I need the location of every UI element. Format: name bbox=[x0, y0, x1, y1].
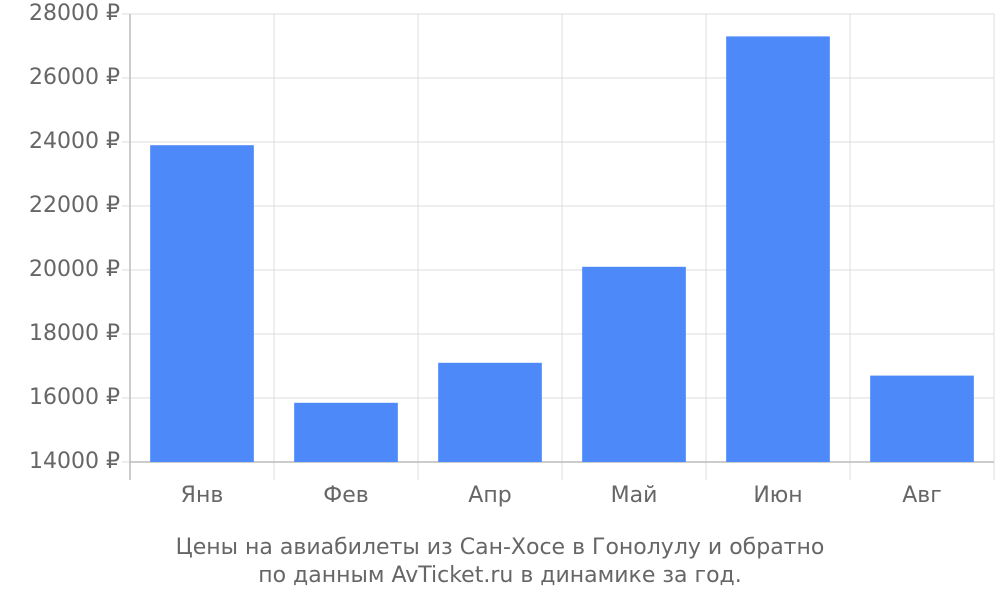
x-tick-label: Июн bbox=[753, 483, 802, 508]
bar bbox=[294, 402, 398, 462]
chart-title-line: по данным AvTicket.ru в динамике за год. bbox=[258, 563, 742, 588]
y-tick-label: 18000 ₽ bbox=[29, 321, 120, 346]
y-tick-label: 28000 ₽ bbox=[29, 1, 120, 26]
x-tick-label: Авг bbox=[902, 483, 942, 508]
y-tick-label: 22000 ₽ bbox=[29, 193, 120, 218]
y-tick-label: 26000 ₽ bbox=[29, 65, 120, 90]
bar bbox=[582, 266, 686, 462]
y-tick-label: 14000 ₽ bbox=[29, 449, 120, 474]
y-tick-label: 16000 ₽ bbox=[29, 385, 120, 410]
bar bbox=[726, 36, 830, 463]
x-tick-label: Фев bbox=[323, 483, 368, 508]
chart-title-line: Цены на авиабилеты из Сан-Хосе в Гонолул… bbox=[176, 535, 825, 560]
y-tick-label: 20000 ₽ bbox=[29, 257, 120, 282]
x-tick-label: Апр bbox=[468, 483, 511, 508]
x-tick-label: Май bbox=[611, 483, 658, 508]
y-tick-label: 24000 ₽ bbox=[29, 129, 120, 154]
x-tick-label: Янв bbox=[181, 483, 224, 508]
bar bbox=[870, 375, 974, 462]
bar bbox=[438, 362, 542, 462]
bar bbox=[150, 145, 254, 462]
